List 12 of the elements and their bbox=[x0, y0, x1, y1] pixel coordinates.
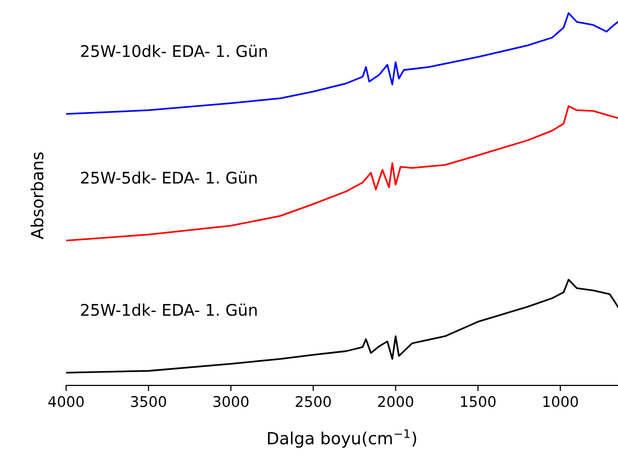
x-tick-label: 1000 bbox=[543, 396, 578, 408]
x-tick-label: 3500 bbox=[131, 396, 166, 408]
y-axis-title: Absorbans bbox=[30, 152, 44, 240]
x-tick-label: 3000 bbox=[213, 396, 248, 408]
x-axis-title: Dalga boyu(cm$^{−1}$) bbox=[268, 429, 416, 448]
x-tick-label: 2000 bbox=[378, 396, 414, 408]
text: 25W-5dk- EDA- 1. Gün bbox=[81, 171, 257, 184]
x-tick-label: 4000 bbox=[48, 396, 84, 408]
x-tick-label: 2500 bbox=[296, 396, 331, 408]
x-tick-label: 1500 bbox=[461, 396, 496, 408]
text: 25W-10dk- EDA- 1. Gün bbox=[81, 44, 267, 58]
text: 25W-1dk- EDA- 1. Gün bbox=[81, 304, 257, 316]
